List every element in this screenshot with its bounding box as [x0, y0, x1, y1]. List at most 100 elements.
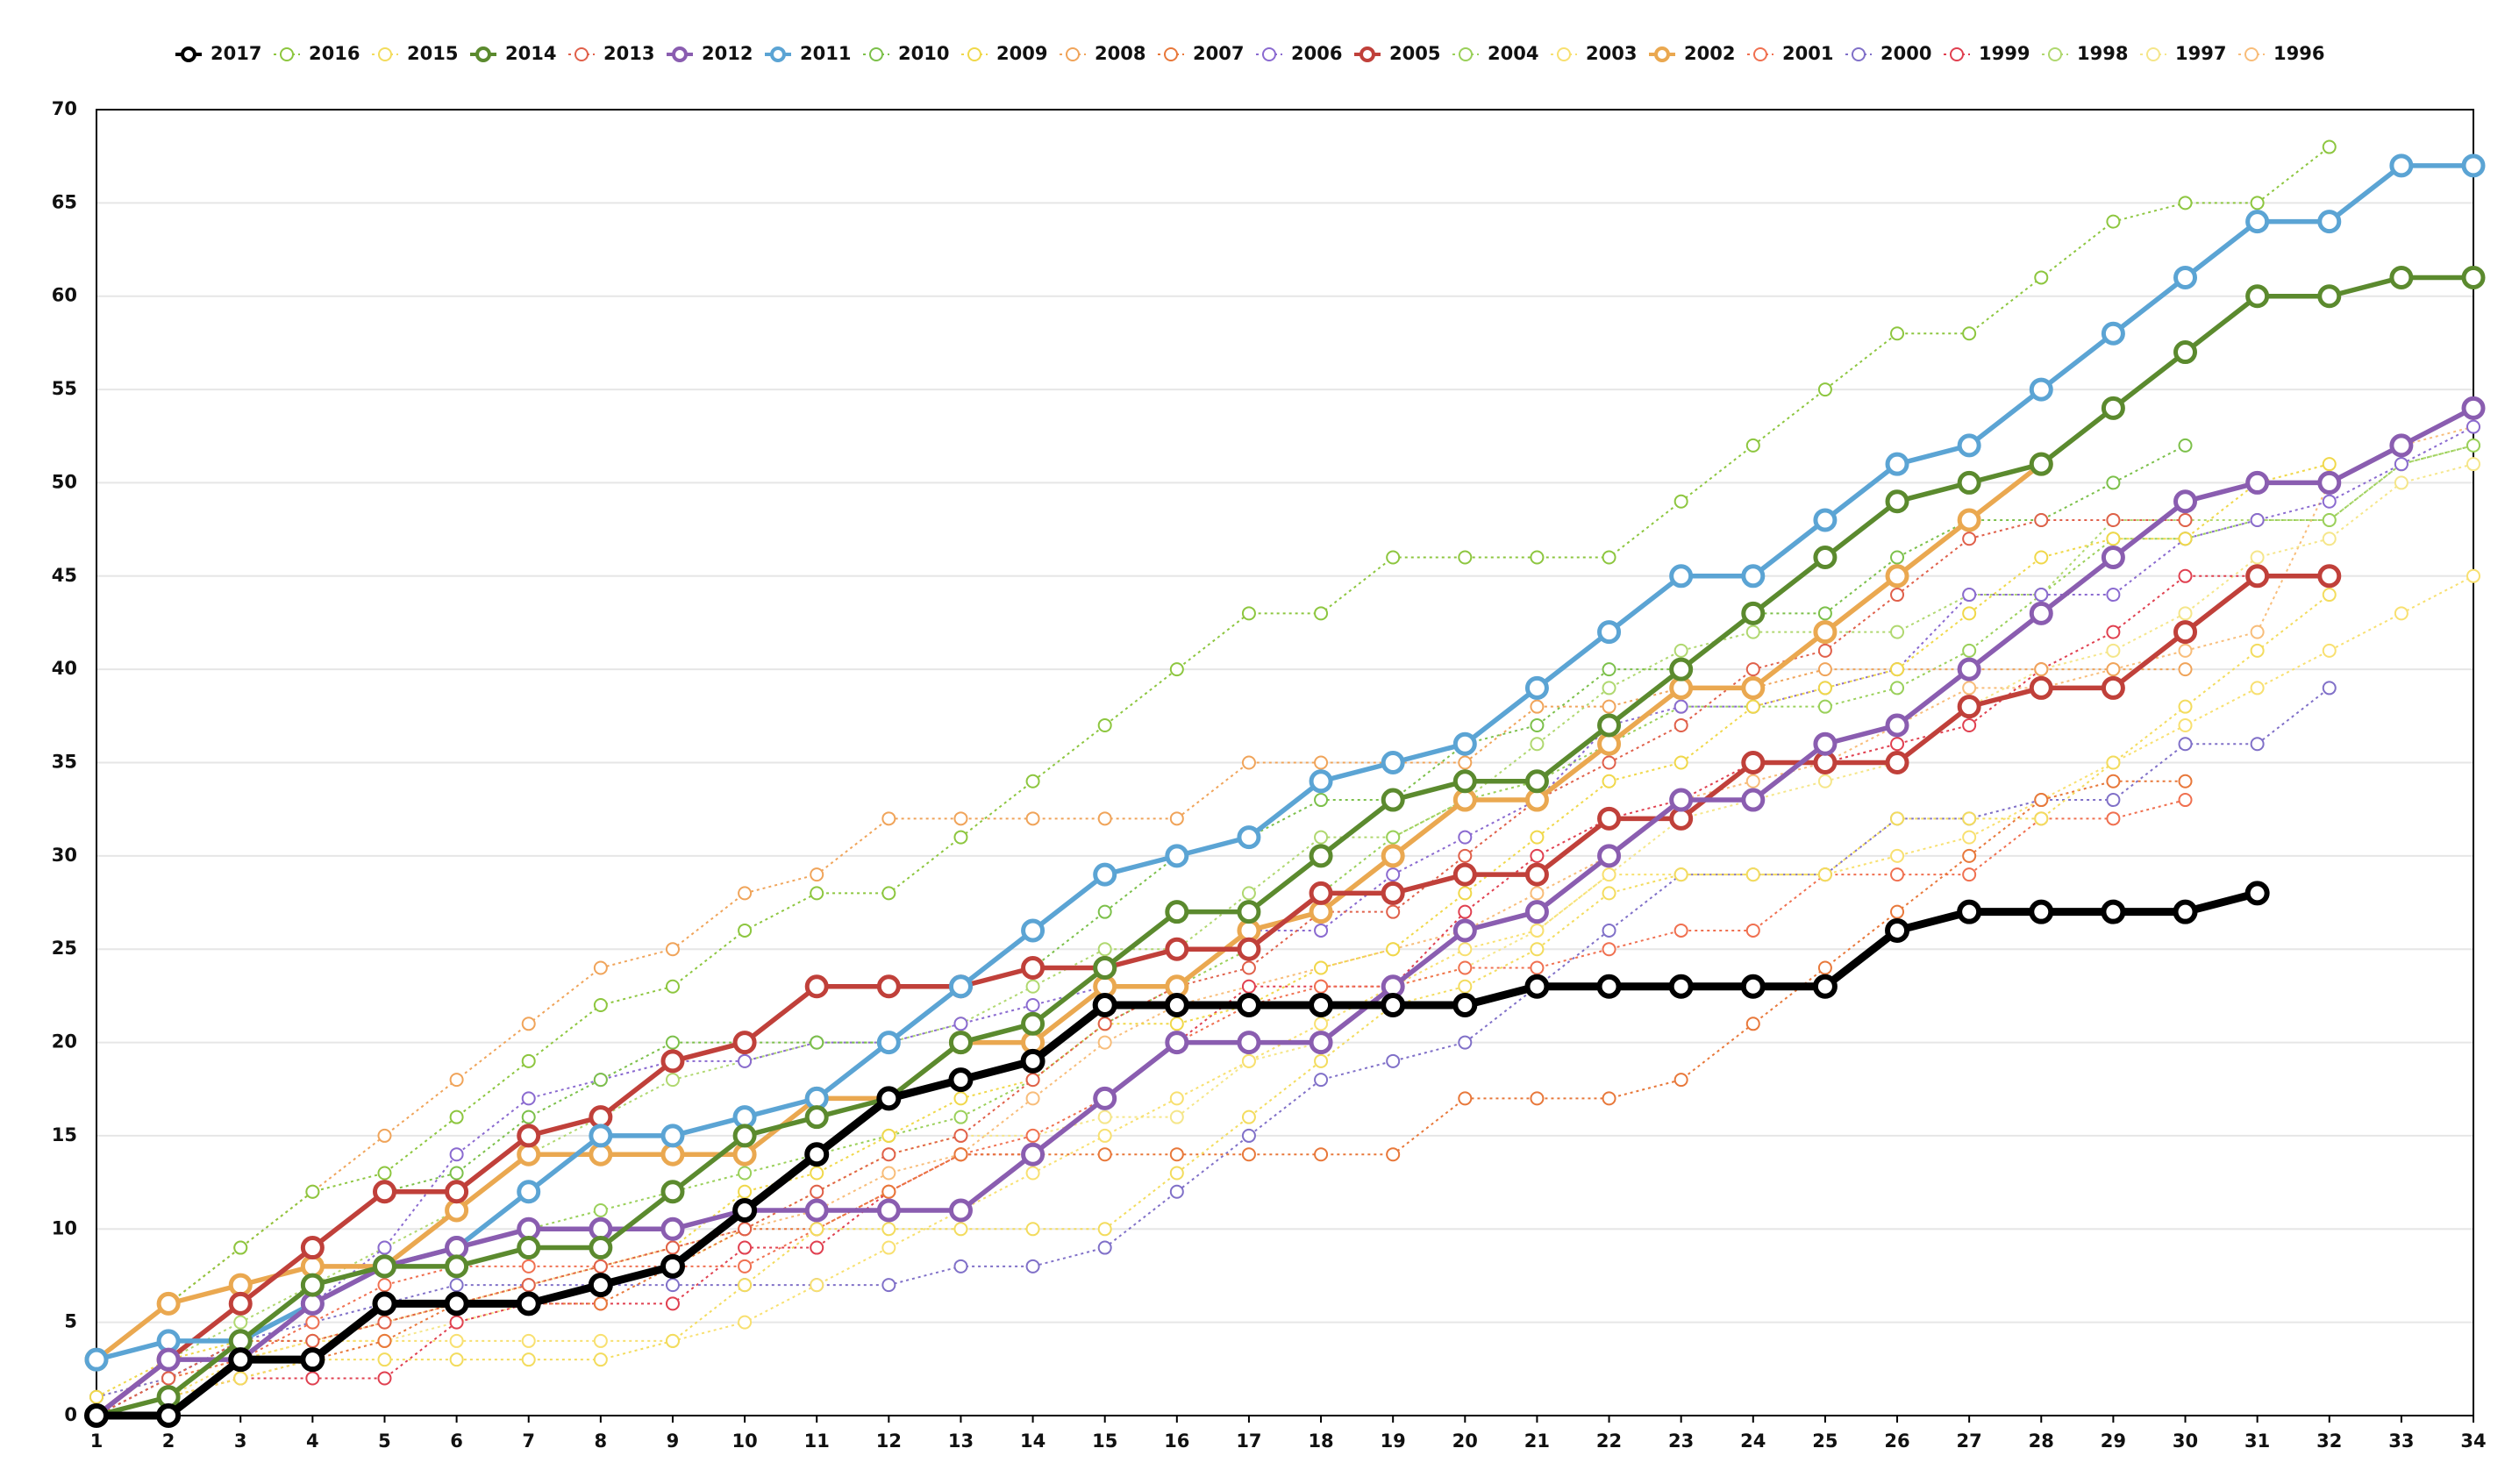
data-point: [1524, 900, 1549, 924]
legend-label: 2016: [309, 43, 360, 64]
data-point: [233, 1315, 248, 1330]
data-point: [1813, 751, 1838, 774]
x-tick-label: 31: [2244, 1430, 2270, 1452]
data-point: [804, 974, 829, 999]
legend-item: 2011: [765, 43, 851, 64]
legend-marker: [1459, 47, 1473, 61]
data-point: [738, 1053, 753, 1068]
data-point: [228, 1291, 253, 1316]
data-point: [738, 923, 753, 938]
data-point: [2173, 899, 2198, 924]
data-point: [2101, 321, 2125, 346]
legend-label: 2009: [996, 43, 1047, 64]
x-tick-label: 24: [1740, 1430, 1766, 1452]
data-point: [1097, 1128, 1112, 1143]
data-point: [1962, 588, 1977, 603]
data-point: [1668, 974, 1694, 999]
data-point: [1673, 923, 1688, 938]
data-point: [953, 830, 968, 845]
series-line: [95, 461, 2043, 1362]
legend-item: 2006: [1256, 43, 1342, 64]
data-point: [1962, 848, 1977, 863]
data-point: [2317, 564, 2342, 589]
data-point: [876, 1031, 901, 1055]
data-point: [2466, 419, 2480, 434]
data-point: [660, 1049, 685, 1074]
data-point: [372, 1254, 396, 1279]
data-point: [1314, 960, 1329, 975]
data-point: [2101, 396, 2125, 420]
series-line: [96, 780, 2186, 1416]
data-point: [1962, 643, 1977, 658]
x-tick-label: 34: [2460, 1430, 2486, 1452]
y-tick-label: 30: [52, 845, 77, 866]
data-point: [660, 1253, 685, 1279]
legend-item: 2013: [568, 43, 654, 64]
data-point: [593, 1259, 608, 1274]
legend-marker: [2244, 47, 2259, 61]
data-point: [300, 1347, 325, 1373]
data-point: [2394, 606, 2409, 621]
data-point: [1602, 886, 1616, 901]
data-point: [1530, 737, 1545, 752]
data-point: [1602, 774, 1616, 788]
data-point: [1169, 1017, 1184, 1031]
data-point: [1597, 844, 1622, 868]
data-point: [1885, 917, 1910, 943]
legend-label: 1997: [2175, 43, 2226, 64]
legend-item: 2001: [1747, 43, 1833, 64]
data-point: [1962, 606, 1977, 621]
data-point: [305, 1184, 320, 1199]
data-point: [1169, 1091, 1184, 1106]
data-point: [1530, 717, 1545, 732]
data-point: [2034, 550, 2049, 565]
data-point: [1025, 774, 1040, 788]
data-point: [1673, 755, 1688, 770]
data-point: [738, 1240, 753, 1255]
data-point: [1597, 731, 1622, 756]
data-point: [1309, 844, 1333, 868]
data-point: [2106, 755, 2121, 770]
data-point: [1602, 550, 1616, 565]
x-tick-label: 4: [306, 1430, 319, 1452]
legend-item: 2015: [372, 43, 458, 64]
data-point: [521, 1017, 536, 1031]
data-point: [2106, 624, 2121, 639]
data-point: [1021, 1011, 1045, 1036]
data-point: [2106, 811, 2121, 826]
data-point: [2317, 470, 2342, 495]
data-point: [2173, 620, 2198, 645]
y-tick-label: 35: [52, 752, 77, 773]
data-point: [1817, 699, 1832, 714]
data-point: [1097, 904, 1112, 919]
data-point: [1890, 867, 1905, 882]
data-point: [1813, 546, 1838, 570]
data-point: [2178, 737, 2193, 752]
data-point: [445, 1198, 469, 1223]
data-point: [810, 1035, 824, 1050]
data-point: [1236, 993, 1261, 1018]
data-point: [156, 1329, 181, 1353]
data-point: [2250, 550, 2265, 565]
data-point: [1025, 1128, 1040, 1143]
legend-item: 2016: [274, 43, 360, 64]
data-point: [1524, 862, 1549, 887]
data-point: [1386, 1053, 1401, 1068]
y-tick-label: 40: [52, 658, 77, 679]
data-point: [665, 1278, 680, 1293]
legend-label: 2001: [1782, 43, 1833, 64]
data-point: [2178, 662, 2193, 677]
data-point: [1169, 1147, 1184, 1162]
data-point: [1890, 811, 1905, 826]
data-point: [732, 1198, 758, 1224]
data-point: [1813, 731, 1838, 756]
data-point: [300, 1254, 325, 1279]
data-point: [665, 1333, 680, 1348]
data-point: [2317, 210, 2342, 234]
data-point: [2029, 452, 2053, 476]
data-point: [1314, 979, 1329, 994]
data-point: [732, 1142, 757, 1167]
data-point: [1890, 550, 1905, 565]
data-point: [2101, 546, 2125, 570]
data-point: [1890, 588, 1905, 603]
